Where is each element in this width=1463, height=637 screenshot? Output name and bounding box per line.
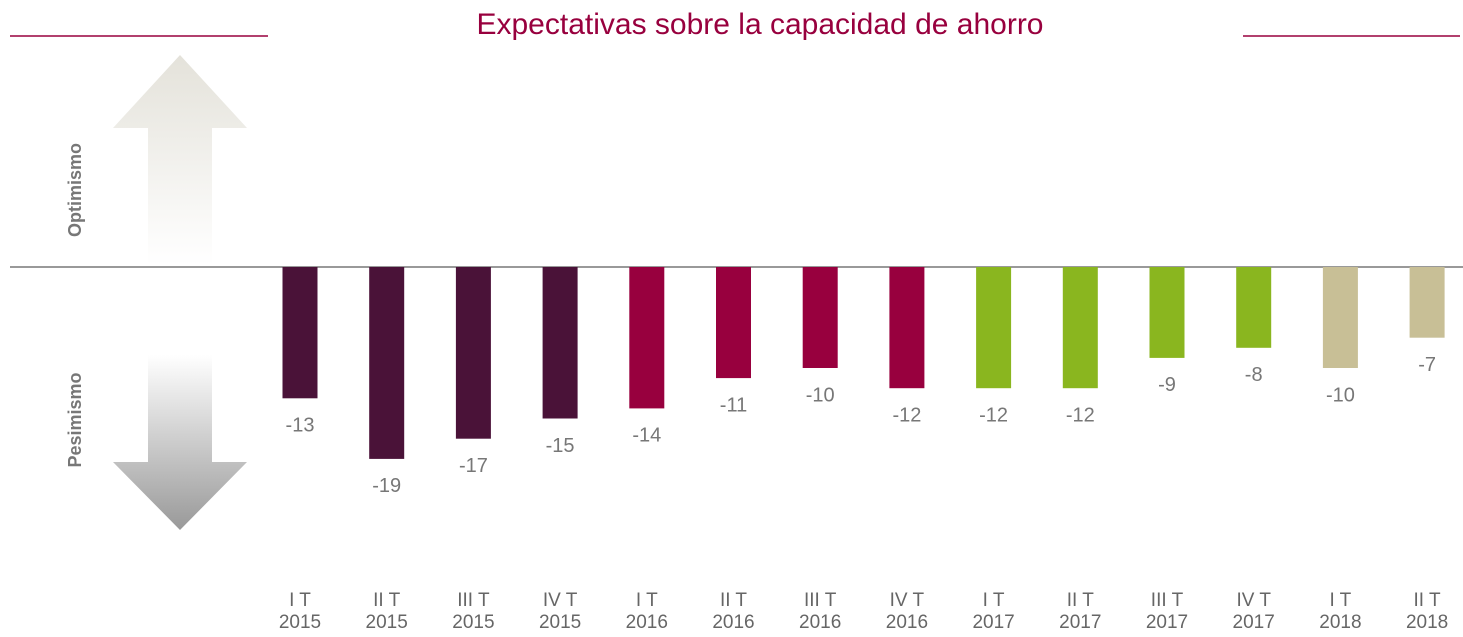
value-label: -12: [892, 404, 921, 426]
value-label: -12: [1066, 404, 1095, 426]
bar: [1322, 267, 1358, 368]
x-tick-label: I T 2018: [1319, 590, 1362, 633]
value-label: -15: [546, 435, 575, 457]
bar: [1149, 267, 1185, 358]
x-tick-label: II T 2017: [1059, 590, 1102, 633]
pessimism-arrow: [113, 355, 247, 530]
x-tick-label: IV T 2017: [1232, 590, 1275, 633]
value-label: -9: [1158, 374, 1176, 396]
value-label: -14: [632, 425, 661, 447]
value-label: -10: [1326, 384, 1355, 406]
bar: [802, 267, 838, 368]
optimism-arrow: [113, 55, 247, 265]
bar: [455, 267, 491, 439]
value-label: -7: [1418, 354, 1436, 376]
x-tick-label: III T 2017: [1145, 590, 1189, 633]
x-tick-label: III T 2015: [452, 590, 495, 633]
x-tick-label: IV T 2016: [885, 590, 929, 633]
value-label: -13: [286, 415, 315, 437]
x-tick-label: II T 2016: [712, 590, 755, 633]
bar: [889, 267, 925, 389]
x-tick-label: I T 2017: [972, 590, 1015, 633]
x-tick-label: I T 2015: [278, 590, 322, 633]
pessimism-label: Pesimismo: [65, 372, 85, 467]
bar: [1409, 267, 1445, 338]
chart-title: Expectativas sobre la capacidad de ahorr…: [476, 8, 1043, 41]
x-tick-label: I T 2016: [625, 590, 668, 633]
bar: [716, 267, 751, 379]
bar: [1236, 267, 1272, 348]
x-tick-label: II T 2018: [1405, 590, 1449, 633]
x-tick-label: II T 2015: [365, 590, 408, 633]
x-tick-label: IV T 2015: [538, 590, 582, 633]
bar: [542, 267, 578, 419]
optimism-label: Optimismo: [65, 143, 85, 237]
value-label: -17: [459, 455, 488, 477]
bar: [369, 267, 405, 459]
value-label: -8: [1245, 364, 1263, 386]
bar: [282, 267, 318, 399]
value-label: -10: [806, 384, 835, 406]
bar: [976, 267, 1012, 389]
x-tick-label: III T 2016: [799, 590, 842, 633]
bar: [629, 267, 665, 409]
value-label: -12: [979, 404, 1008, 426]
bar: [1062, 267, 1098, 389]
value-label: -19: [372, 475, 401, 497]
value-label: -11: [720, 394, 747, 416]
